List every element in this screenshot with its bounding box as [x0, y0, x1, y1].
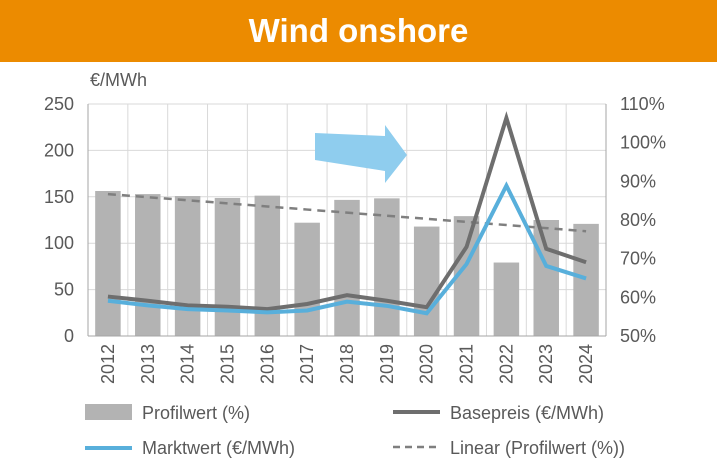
lines: [107, 111, 587, 316]
arrow-annotation: [315, 125, 407, 183]
x-tick-label: 2018: [337, 344, 357, 384]
bar-profilwert: [294, 222, 320, 336]
y-right-tick-label: 60%: [620, 287, 656, 307]
legend-label-profilwert: Profilwert (%): [142, 403, 251, 423]
bars: [95, 191, 599, 336]
legend-label-basepreis: Basepreis (€/MWh): [450, 403, 605, 423]
x-tick-label: 2013: [138, 344, 158, 384]
axes: 0 50 100 150 200 250 50% 60% 70% 80% 90% 100% 110% 20…: [44, 94, 666, 384]
bar-profilwert: [135, 194, 161, 336]
title-banner: [0, 0, 717, 62]
y-right-tick-label: 110%: [620, 94, 665, 114]
x-tick-label: 2014: [178, 344, 198, 384]
legend-swatch-profilwert: [85, 404, 132, 420]
line-basepreis: [107, 111, 587, 312]
trend-arrow-icon: [315, 125, 407, 183]
x-tick-label: 2016: [257, 344, 277, 384]
y-right-tick-label: 80%: [620, 210, 656, 230]
y-right-tick-label: 50%: [620, 326, 656, 346]
x-tick-label: 2015: [217, 344, 237, 384]
line-marktwert: [107, 181, 587, 316]
bar-profilwert: [334, 199, 360, 336]
legend-label-marktwert: Marktwert (€/MWh): [142, 438, 295, 458]
bar-profilwert: [413, 226, 440, 336]
bar-profilwert: [254, 195, 281, 336]
legend-label-linear: Linear (Profilwert (%)): [450, 438, 626, 458]
legend-swatch-basepreis: [393, 410, 440, 414]
x-tick-label: 2020: [417, 344, 437, 384]
x-tick-label: 2019: [377, 344, 397, 384]
y-left-tick-label: 50: [54, 280, 74, 300]
y-right-tick-label: 100%: [620, 133, 666, 153]
y-left-tick-label: 250: [44, 94, 74, 114]
y-left-tick-label: 150: [44, 187, 74, 207]
chart-title: Wind onshore: [248, 12, 469, 49]
bar-profilwert: [573, 223, 599, 336]
x-tick-label: 2024: [576, 344, 596, 384]
y-left-tick-label: 200: [44, 140, 74, 160]
bar-profilwert: [214, 197, 241, 336]
x-tick-label: 2021: [457, 344, 477, 384]
legend-swatch-marktwert: [85, 446, 132, 450]
legend-swatch-linear: [393, 445, 440, 449]
trendline: [107, 192, 587, 233]
y-left-tick-label: 100: [44, 233, 74, 253]
x-tick-label: 2023: [536, 344, 556, 384]
trendline-profilwert: [107, 192, 587, 233]
y-right-tick-label: 90%: [620, 171, 656, 191]
x-tick-label: 2022: [496, 344, 516, 384]
bar-profilwert: [174, 196, 201, 336]
bar-profilwert: [374, 198, 400, 336]
bar-profilwert: [533, 220, 559, 336]
bar-profilwert: [493, 262, 520, 336]
x-tick-label: 2012: [98, 344, 118, 384]
y-right-tick-label: 70%: [620, 249, 656, 269]
bar-profilwert: [95, 191, 121, 336]
y-left-tick-label: 0: [64, 326, 74, 346]
x-tick-label: 2017: [297, 344, 317, 384]
y-axis-label: €/MWh: [90, 70, 148, 90]
